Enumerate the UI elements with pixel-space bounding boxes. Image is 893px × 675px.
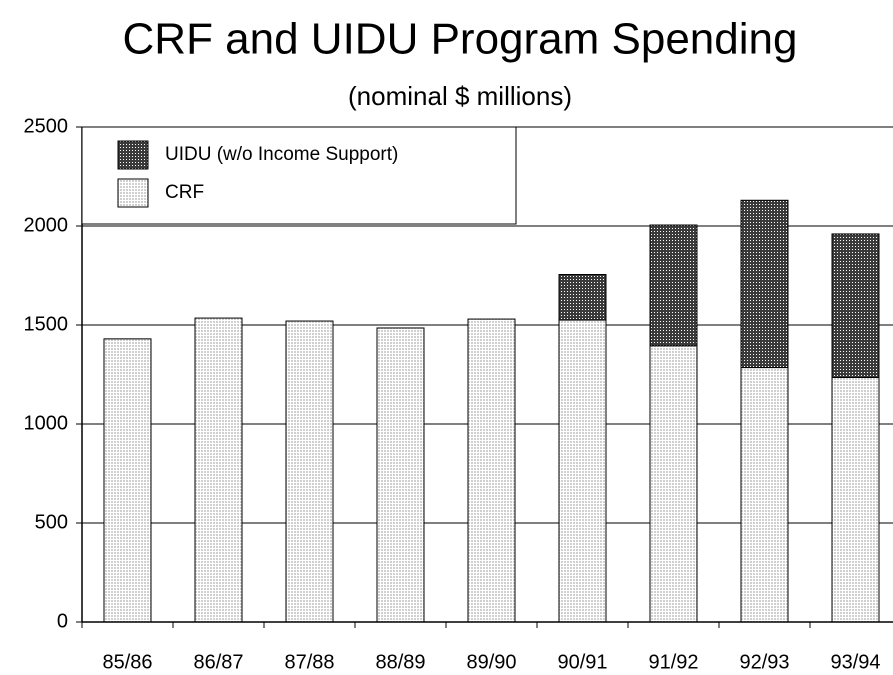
x-tick-label: 86/87 xyxy=(193,651,243,673)
legend-box xyxy=(81,126,517,225)
legend-label: UIDU (w/o Income Support) xyxy=(165,144,398,165)
bar-segment xyxy=(831,376,880,623)
x-tick-label: 89/90 xyxy=(466,651,516,673)
bar-segment xyxy=(649,224,698,347)
bar-segment xyxy=(467,318,516,623)
bar-segment xyxy=(740,367,789,623)
y-tick-label: 2000 xyxy=(24,214,69,236)
bar-segment xyxy=(194,317,243,623)
x-tick-label: 85/86 xyxy=(102,651,152,673)
x-tick-label: 92/93 xyxy=(739,651,789,673)
bar-segment xyxy=(558,274,607,321)
chart-title: CRF and UIDU Program Spending xyxy=(123,15,798,64)
bar-segment xyxy=(649,345,698,623)
bar-segment xyxy=(376,327,425,623)
x-tick-label: 93/94 xyxy=(830,651,880,673)
bar-segment xyxy=(831,233,880,378)
x-tick-label: 90/91 xyxy=(557,651,607,673)
bar-segment xyxy=(558,319,607,623)
legend-swatch xyxy=(117,140,149,170)
y-tick-label: 2500 xyxy=(24,115,69,137)
bar-segment xyxy=(285,320,334,623)
chart-subtitle: (nominal $ millions) xyxy=(348,81,572,111)
bar-segment xyxy=(103,338,152,623)
y-tick-label: 1500 xyxy=(24,313,69,335)
y-tick-label: 1000 xyxy=(24,412,69,434)
bar-segment xyxy=(740,199,789,369)
x-tick-label: 91/92 xyxy=(648,651,698,673)
x-tick-label: 87/88 xyxy=(284,651,334,673)
x-tick-label: 88/89 xyxy=(375,651,425,673)
legend-label: CRF xyxy=(165,182,204,203)
y-tick-label: 500 xyxy=(35,511,68,533)
y-tick-label: 0 xyxy=(57,610,68,632)
legend-swatch xyxy=(117,178,149,208)
